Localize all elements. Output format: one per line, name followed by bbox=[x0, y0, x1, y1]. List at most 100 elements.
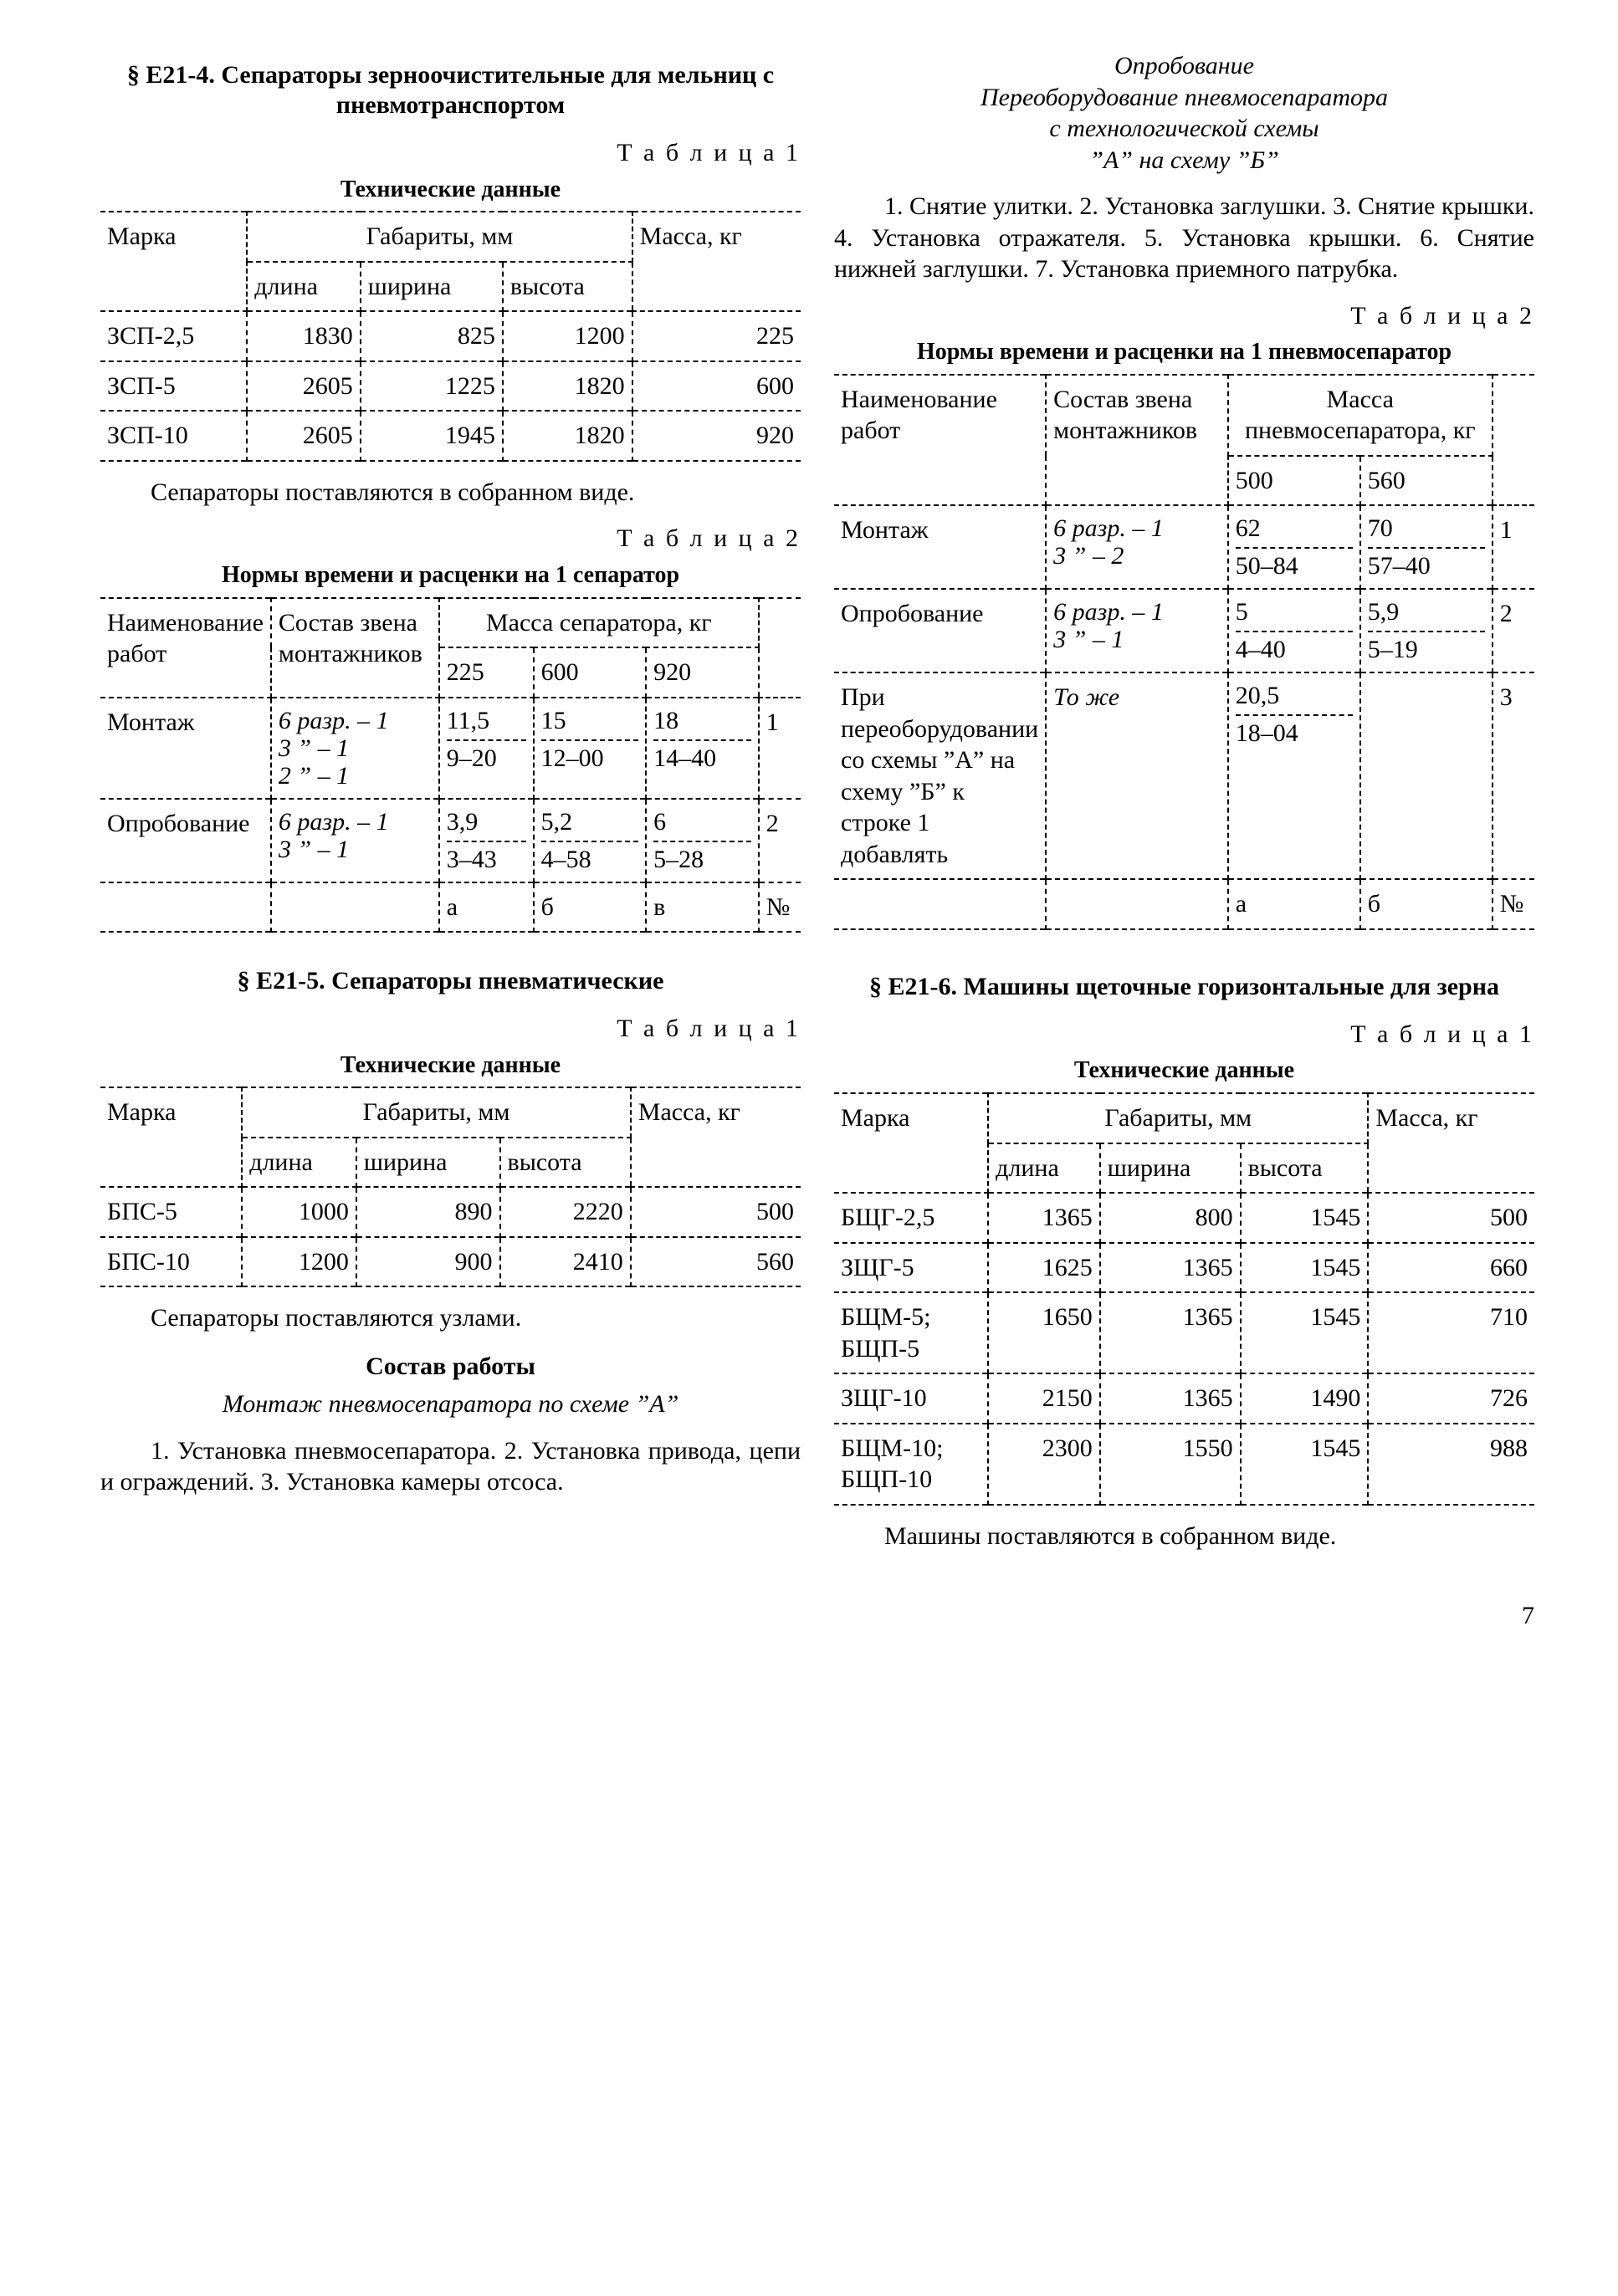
cell: 1200 bbox=[503, 311, 632, 361]
v: 12–00 bbox=[541, 744, 639, 772]
line: Переоборудование пневмосепаратора bbox=[834, 82, 1534, 114]
cell: 500 bbox=[631, 1187, 801, 1237]
cell: 15 12–00 bbox=[534, 698, 647, 799]
cell: а bbox=[439, 882, 534, 933]
section-e21-4-title: § Е21-4. Сепараторы зерноочистительные д… bbox=[100, 60, 801, 120]
cell: Опробование bbox=[834, 589, 1046, 672]
th-vysota: высота bbox=[503, 262, 632, 312]
cell: 1545 bbox=[1241, 1292, 1369, 1373]
work-heading: Состав работы bbox=[100, 1351, 801, 1383]
cell: 1830 bbox=[247, 311, 360, 361]
cell: 1545 bbox=[1241, 1424, 1369, 1505]
cell: 1820 bbox=[503, 411, 632, 461]
th-shirina: ширина bbox=[361, 262, 503, 312]
v: 62 bbox=[1236, 514, 1353, 542]
cell: 1 bbox=[759, 698, 801, 799]
cell: БЩМ-5; БЩП-5 bbox=[834, 1292, 988, 1373]
cell: Опробование bbox=[100, 799, 271, 882]
cell: 1365 bbox=[988, 1193, 1100, 1243]
cell: 2220 bbox=[500, 1187, 631, 1237]
cell: 1545 bbox=[1241, 1193, 1369, 1243]
th: Масса, кг bbox=[1368, 1093, 1534, 1193]
th: Состав звена монтажников bbox=[1046, 375, 1228, 506]
line: 3 ” – 1 bbox=[279, 734, 432, 762]
cell: 1820 bbox=[503, 361, 632, 412]
e21-5-t1-label: Т а б л и ц а 1 bbox=[100, 1013, 801, 1045]
e21-4-t2-label: Т а б л и ц а 2 bbox=[100, 523, 801, 555]
th: Марка bbox=[834, 1093, 988, 1193]
th: ширина bbox=[356, 1138, 500, 1188]
cell: 1490 bbox=[1241, 1373, 1369, 1424]
cell: 1550 bbox=[1100, 1424, 1241, 1505]
v: 18–04 bbox=[1236, 719, 1353, 747]
th: 560 bbox=[1360, 456, 1493, 506]
e21-4-t1-label: Т а б л и ц а 1 bbox=[100, 137, 801, 169]
cell: То же bbox=[1046, 672, 1228, 879]
th: Марка bbox=[100, 1087, 242, 1187]
th: длина bbox=[988, 1143, 1100, 1194]
cell: 1365 bbox=[1100, 1292, 1241, 1373]
e21-6-table1: Марка Габариты, мм Масса, кг длина ширин… bbox=[834, 1092, 1534, 1506]
line: 6 разр. – 1 bbox=[279, 707, 432, 734]
cell: ЗСП-5 bbox=[100, 361, 247, 412]
cell: а bbox=[1228, 879, 1360, 929]
cell: ЗЩГ-5 bbox=[834, 1243, 988, 1293]
e21-4-note: Сепараторы поставляются в собранном виде… bbox=[100, 477, 801, 509]
line: с технологической схемы bbox=[834, 113, 1534, 145]
cell: 6 разр. – 1 3 ” – 1 bbox=[271, 799, 439, 882]
e21-5-t1-caption: Технические данные bbox=[100, 1053, 801, 1079]
cell: 2300 bbox=[988, 1424, 1100, 1505]
th-gabarity: Габариты, мм bbox=[247, 212, 632, 262]
th: ширина bbox=[1100, 1143, 1241, 1194]
cell: 6 разр. – 1 3 ” – 2 bbox=[1046, 505, 1228, 589]
v: 9–20 bbox=[447, 744, 526, 772]
right-t2-label: Т а б л и ц а 2 bbox=[834, 300, 1534, 332]
v: 5–28 bbox=[653, 846, 751, 873]
cell: 500 bbox=[1368, 1193, 1534, 1243]
v: 5,2 bbox=[541, 808, 639, 836]
v: 5,9 bbox=[1368, 598, 1485, 626]
e21-5-table1: Марка Габариты, мм Масса, кг длина ширин… bbox=[100, 1087, 801, 1287]
cell: 1 bbox=[1493, 505, 1534, 589]
cell: 3,93–43 bbox=[439, 799, 534, 882]
cell: 600 bbox=[632, 361, 801, 412]
cell: 5,24–58 bbox=[534, 799, 647, 882]
th: Масса сепаратора, кг bbox=[439, 598, 759, 648]
e21-4-t2-caption: Нормы времени и расценки на 1 сепаратор bbox=[100, 563, 801, 589]
th-marka: Марка bbox=[100, 212, 247, 311]
cell: 6250–84 bbox=[1228, 505, 1360, 589]
v: 6 bbox=[653, 808, 751, 836]
cell: Монтаж bbox=[834, 505, 1046, 589]
cell: 1365 bbox=[1100, 1373, 1241, 1424]
cell: в bbox=[646, 882, 759, 933]
cell: 5,9 5–19 bbox=[1360, 589, 1493, 672]
th: 225 bbox=[439, 647, 534, 698]
cell: 1625 bbox=[988, 1243, 1100, 1293]
cell: При переоборудовании со схемы ”А” на схе… bbox=[834, 672, 1046, 879]
th: Габариты, мм bbox=[988, 1093, 1368, 1143]
cell: 560 bbox=[631, 1237, 801, 1287]
v: 15 bbox=[541, 707, 639, 734]
th: Габариты, мм bbox=[242, 1087, 631, 1138]
e21-6-note: Машины поставляются в собранном виде. bbox=[834, 1521, 1534, 1552]
e21-4-t1-caption: Технические данные bbox=[100, 177, 801, 203]
cell: б bbox=[1360, 879, 1493, 929]
right-table2: Наименование работ Состав звена монтажни… bbox=[834, 374, 1534, 930]
v: 3,9 bbox=[447, 808, 526, 836]
th: длина bbox=[242, 1138, 356, 1188]
cell: 20,518–04 bbox=[1228, 672, 1360, 879]
th: высота bbox=[500, 1138, 631, 1188]
e21-4-table2: Наименование работ Состав звена монтажни… bbox=[100, 597, 801, 933]
th: Масса, кг bbox=[631, 1087, 801, 1187]
right-top-steps: 1. Снятие улитки. 2. Установка заглушки.… bbox=[834, 191, 1534, 285]
section-e21-5-title: § Е21-5. Сепараторы пневматические bbox=[100, 966, 801, 996]
cell: 890 bbox=[356, 1187, 500, 1237]
th: 600 bbox=[534, 647, 647, 698]
v: 4–40 bbox=[1236, 636, 1353, 663]
v: 5 bbox=[1236, 598, 1353, 626]
cell: 988 bbox=[1368, 1424, 1534, 1505]
cell: 920 bbox=[632, 411, 801, 461]
th: Состав звена монтажников bbox=[271, 598, 439, 698]
th: 920 bbox=[646, 647, 759, 698]
v: 5–19 bbox=[1368, 636, 1485, 663]
